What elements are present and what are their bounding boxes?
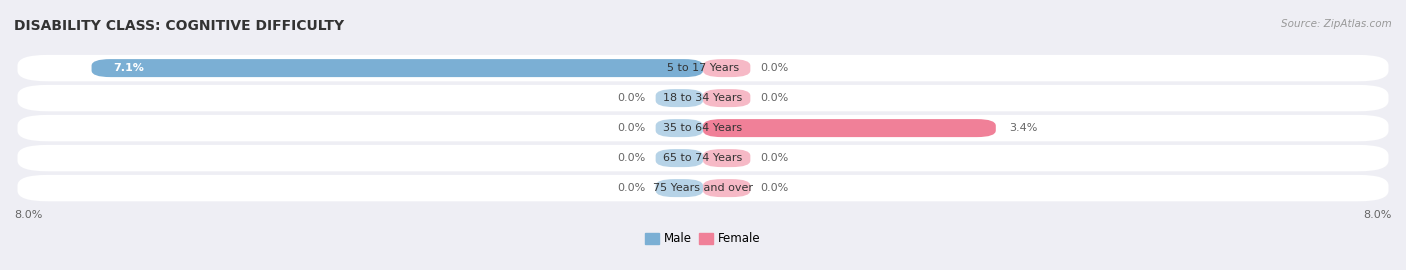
Text: DISABILITY CLASS: COGNITIVE DIFFICULTY: DISABILITY CLASS: COGNITIVE DIFFICULTY [14, 19, 344, 33]
Text: 0.0%: 0.0% [617, 93, 645, 103]
FancyBboxPatch shape [655, 179, 703, 197]
FancyBboxPatch shape [91, 59, 703, 77]
FancyBboxPatch shape [703, 179, 751, 197]
FancyBboxPatch shape [655, 119, 703, 137]
FancyBboxPatch shape [655, 149, 703, 167]
FancyBboxPatch shape [655, 89, 703, 107]
Text: 5 to 17 Years: 5 to 17 Years [666, 63, 740, 73]
Text: 0.0%: 0.0% [761, 63, 789, 73]
Text: Source: ZipAtlas.com: Source: ZipAtlas.com [1281, 19, 1392, 29]
Text: 0.0%: 0.0% [617, 183, 645, 193]
Text: 3.4%: 3.4% [1008, 123, 1038, 133]
Text: 65 to 74 Years: 65 to 74 Years [664, 153, 742, 163]
FancyBboxPatch shape [17, 175, 1389, 201]
Text: 0.0%: 0.0% [761, 153, 789, 163]
Text: 0.0%: 0.0% [617, 123, 645, 133]
Text: 0.0%: 0.0% [761, 183, 789, 193]
Text: 0.0%: 0.0% [617, 153, 645, 163]
FancyBboxPatch shape [17, 85, 1389, 111]
Text: 8.0%: 8.0% [1364, 210, 1392, 220]
Legend: Male, Female: Male, Female [641, 228, 765, 250]
Text: 0.0%: 0.0% [761, 93, 789, 103]
FancyBboxPatch shape [703, 59, 751, 77]
FancyBboxPatch shape [703, 89, 751, 107]
FancyBboxPatch shape [703, 119, 995, 137]
FancyBboxPatch shape [17, 145, 1389, 171]
Text: 8.0%: 8.0% [14, 210, 42, 220]
Text: 18 to 34 Years: 18 to 34 Years [664, 93, 742, 103]
FancyBboxPatch shape [703, 149, 751, 167]
Text: 7.1%: 7.1% [112, 63, 143, 73]
FancyBboxPatch shape [17, 55, 1389, 81]
FancyBboxPatch shape [17, 115, 1389, 141]
Text: 35 to 64 Years: 35 to 64 Years [664, 123, 742, 133]
Text: 75 Years and over: 75 Years and over [652, 183, 754, 193]
